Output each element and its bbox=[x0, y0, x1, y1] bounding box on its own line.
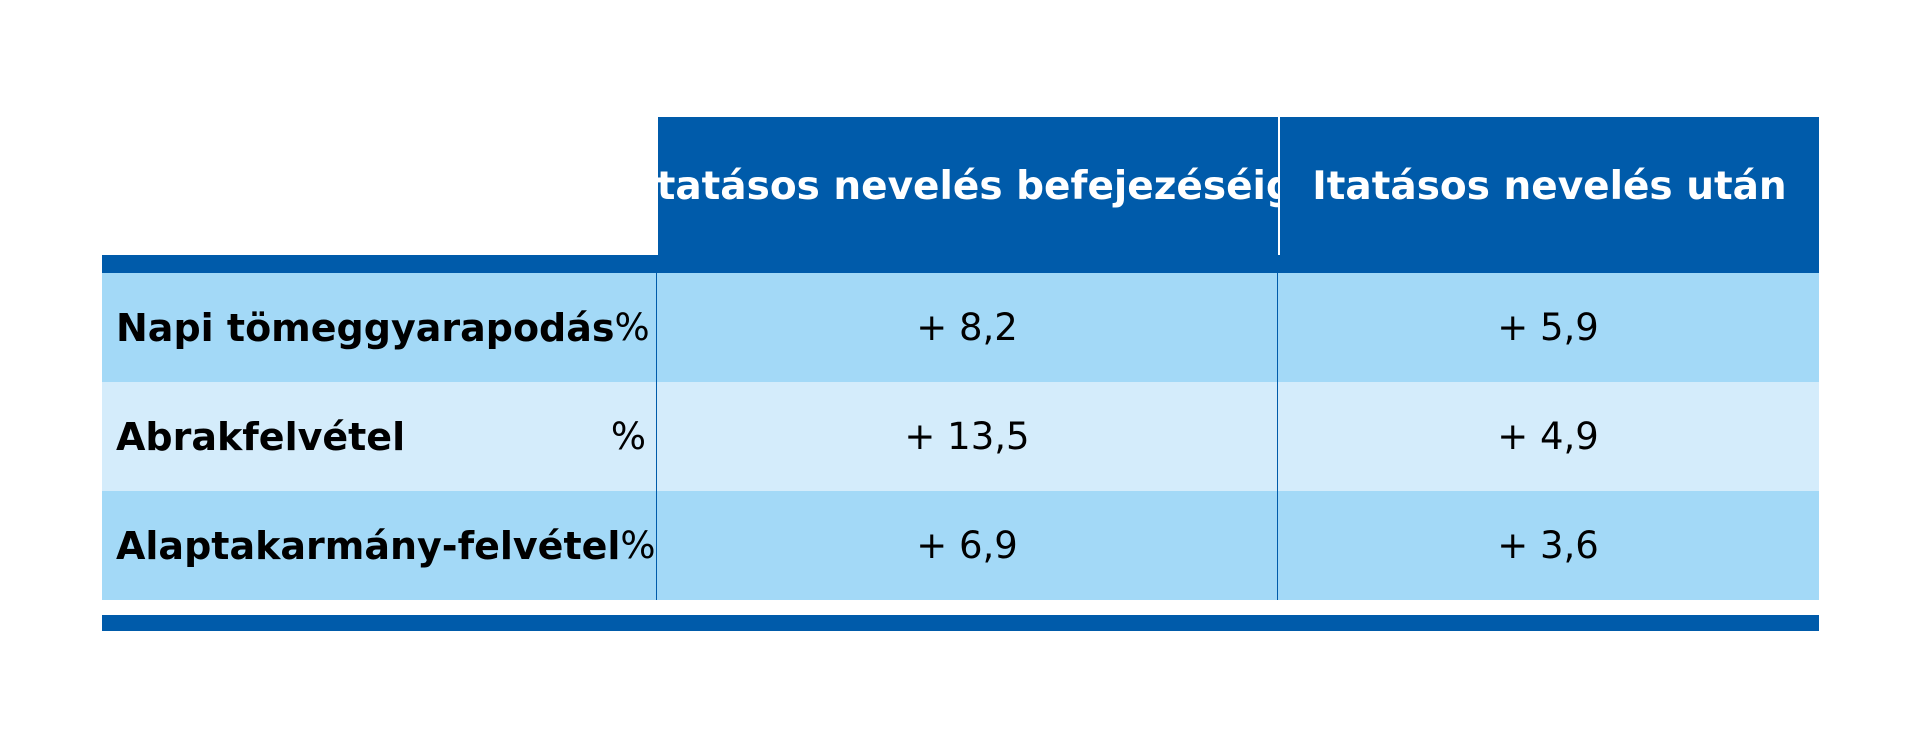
row-unit: % bbox=[610, 415, 646, 458]
table-header-row: Itatásos nevelés befejezéséig Itatásos n… bbox=[102, 117, 1819, 255]
row-value-col1: + 6,9 bbox=[657, 491, 1278, 600]
row-value-col2: + 3,6 bbox=[1497, 524, 1599, 567]
row-label-cell: Abrakfelvétel % bbox=[102, 382, 657, 491]
header-col-after-milk-feeding: Itatásos nevelés után bbox=[1280, 117, 1819, 255]
bottom-divider-band bbox=[102, 615, 1819, 631]
row-label-cell: Napi tömeggyarapodás % bbox=[102, 273, 657, 382]
comparison-table: Itatásos nevelés befejezéséig Itatásos n… bbox=[102, 117, 1819, 631]
table-row: Abrakfelvétel % + 13,5 + 4,9 bbox=[102, 382, 1819, 491]
row-label-cell: Alaptakarmány-felvétel % bbox=[102, 491, 657, 600]
row-value-col1: + 8,2 bbox=[657, 273, 1278, 382]
row-unit: % bbox=[614, 306, 650, 349]
header-empty-cell bbox=[102, 117, 658, 255]
row-label: Alaptakarmány-felvétel bbox=[116, 523, 621, 568]
table-row: Napi tömeggyarapodás % + 8,2 + 5,9 bbox=[102, 273, 1819, 382]
row-unit: % bbox=[620, 524, 656, 567]
row-value-col2: + 5,9 bbox=[1497, 306, 1599, 349]
header-divider-band bbox=[102, 255, 1819, 273]
row-value-col2: + 4,9 bbox=[1497, 415, 1599, 458]
row-label: Napi tömeggyarapodás bbox=[116, 305, 615, 350]
table-row: Alaptakarmány-felvétel % + 6,9 + 3,6 bbox=[102, 491, 1819, 600]
row-value-col1: + 13,5 bbox=[657, 382, 1278, 491]
bottom-gap bbox=[102, 600, 1819, 615]
row-label: Abrakfelvétel bbox=[116, 414, 406, 459]
header-col-until-end-of-milk-feeding: Itatásos nevelés befejezéséig bbox=[658, 117, 1280, 255]
